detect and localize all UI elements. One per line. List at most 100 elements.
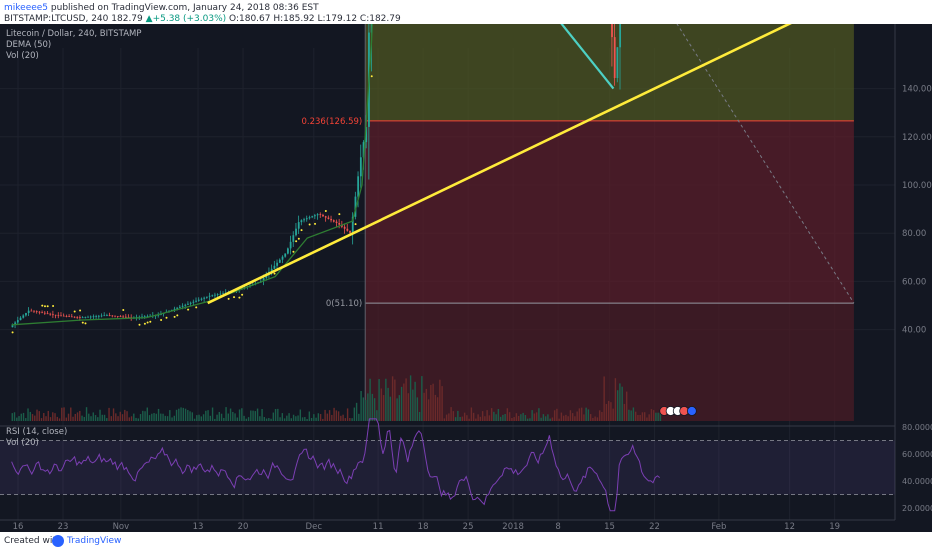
candle-body — [30, 311, 32, 312]
legend-title: Litecoin / Dollar, 240, BITSTAMP — [6, 29, 142, 39]
signal-dot — [301, 229, 303, 231]
candle-body — [60, 315, 62, 316]
candle-body — [357, 176, 359, 196]
signal-dot — [47, 305, 49, 307]
candle-body — [295, 229, 297, 236]
candle-body — [287, 248, 289, 253]
volume-bar — [520, 414, 521, 421]
volume-bar — [79, 411, 80, 421]
candle-body — [279, 260, 281, 263]
volume-bar — [95, 415, 96, 421]
volume-bar — [185, 409, 186, 421]
candle-body — [176, 308, 178, 309]
volume-bar — [214, 419, 215, 421]
volume-bar — [243, 416, 244, 421]
volume-bar — [385, 379, 386, 421]
candle-body — [319, 214, 321, 215]
volume-bar — [338, 411, 339, 421]
volume-bar — [342, 415, 343, 421]
signal-dot — [160, 319, 162, 321]
volume-bar — [259, 416, 260, 421]
volume-bar — [223, 418, 224, 421]
candle-body — [68, 316, 70, 317]
author-link[interactable]: mikeeee5 — [4, 3, 48, 13]
candle-body — [79, 317, 81, 318]
volume-bar — [63, 407, 64, 421]
volume-bar — [126, 411, 127, 421]
signal-dot — [309, 223, 311, 225]
volume-bar — [102, 415, 103, 421]
volume-bar — [612, 409, 613, 421]
fib-zone — [365, 121, 854, 303]
candle-body — [206, 297, 208, 298]
candle-body — [301, 220, 303, 222]
volume-bar — [633, 407, 634, 421]
candle-body — [217, 294, 219, 295]
volume-bar — [93, 412, 94, 421]
volume-bar — [147, 408, 148, 421]
volume-bar — [250, 411, 251, 421]
volume-bar — [122, 414, 123, 421]
volume-bar — [657, 413, 658, 421]
volume-bar — [648, 414, 649, 421]
candle-body — [117, 316, 119, 317]
volume-bar — [205, 411, 206, 421]
candle-body — [25, 313, 27, 315]
volume-bar — [500, 417, 501, 421]
volume-bar — [610, 402, 611, 421]
candle-body — [49, 314, 51, 315]
volume-bar — [489, 415, 490, 421]
signal-dot — [122, 309, 124, 311]
volume-bar — [482, 411, 483, 421]
volume-bar — [156, 414, 157, 421]
volume-bar — [509, 412, 510, 421]
volume-bar — [507, 408, 508, 421]
volume-bar — [597, 417, 598, 421]
legend-rsi-vol: Vol (20) — [6, 438, 39, 448]
volume-bar — [230, 409, 231, 421]
volume-bar — [428, 399, 429, 421]
signal-dot — [12, 331, 14, 333]
candle-body — [309, 217, 311, 218]
volume-bar — [471, 407, 472, 421]
volume-bar — [162, 414, 163, 421]
volume-bar — [639, 415, 640, 421]
volume-bar — [480, 417, 481, 421]
volume-bar — [651, 409, 652, 421]
volume-bar — [129, 417, 130, 421]
candle-body — [303, 219, 305, 220]
candle-body — [325, 216, 327, 217]
candle-body — [292, 235, 294, 242]
volume-bar — [142, 411, 143, 421]
volume-bar — [527, 419, 528, 421]
volume-bar — [219, 412, 220, 421]
quote-ohlc: O:180.67 H:185.92 L:179.12 C:182.79 — [229, 14, 401, 24]
time-tick-label: Feb — [711, 522, 726, 532]
arrow-up-icon: ▲ — [146, 14, 153, 24]
signal-dot — [238, 297, 240, 299]
volume-bar — [592, 418, 593, 421]
signal-dot — [52, 305, 54, 307]
volume-bar — [552, 417, 553, 421]
volume-bar — [327, 414, 328, 421]
price-chart[interactable]: 1(371.26)0.786(302.25)0.618(248.96)0.5(2… — [0, 24, 932, 532]
event-flag-icon — [687, 407, 696, 416]
volume-bar — [111, 416, 112, 421]
tradingview-link[interactable]: TradingView — [67, 536, 121, 546]
volume-bar — [68, 414, 69, 421]
volume-bar — [57, 417, 58, 421]
price-tick-label: 40.00 — [902, 326, 926, 336]
candle-body — [74, 317, 76, 318]
time-tick-label: 16 — [13, 522, 24, 532]
signal-dot — [147, 322, 149, 324]
candle-body — [63, 316, 65, 317]
volume-bar — [495, 414, 496, 421]
publish-line: mikeeee5 published on TradingView.com, J… — [4, 3, 319, 13]
candle-body — [201, 299, 203, 300]
candle-body — [57, 315, 59, 316]
quote-symbol: BITSTAMP:LTCUSD, 240 — [4, 14, 108, 24]
volume-bar — [435, 395, 436, 421]
candle-body — [20, 318, 22, 320]
candle-body — [33, 311, 35, 312]
volume-bar — [644, 412, 645, 421]
